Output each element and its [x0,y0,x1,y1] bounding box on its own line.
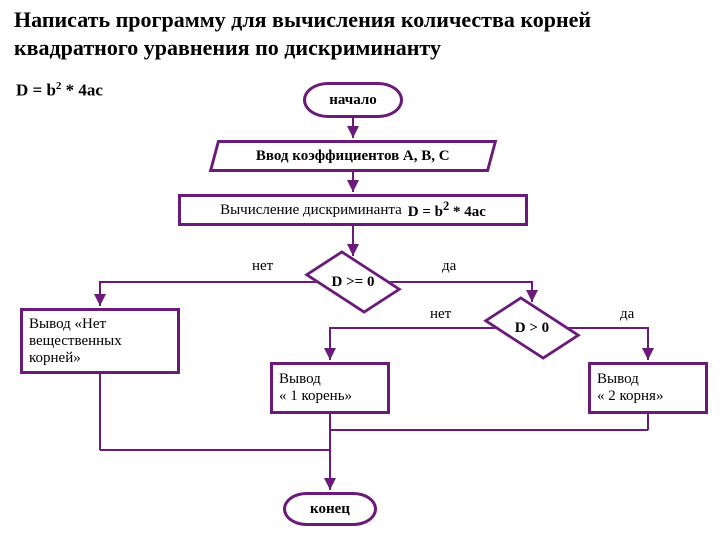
node-end: конец [283,492,377,526]
node-input-label: Ввод коэффициентов A, B, C [256,148,450,165]
node-out-none-label: Вывод «Нет вещественных корней» [29,316,171,367]
node-calc-text: Вычисление дискриминанта [220,202,402,219]
node-dec2-label: D > 0 [497,320,567,337]
node-out-one-label: Вывод « 1 корень» [279,371,352,405]
node-start-label: начало [329,92,377,109]
node-input: Ввод коэффициентов A, B, C [209,140,498,172]
node-end-label: конец [310,501,350,518]
node-out-two: Вывод « 2 корня» [588,362,708,414]
node-calc: Вычисление дискриминанта D = b2 * 4ac [178,194,528,226]
page-title: Написать программу для вычисления количе… [14,6,710,61]
node-start: начало [303,82,403,118]
node-out-one: Вывод « 1 корень» [270,362,390,414]
node-dec1-label: D >= 0 [318,274,388,291]
node-out-none: Вывод «Нет вещественных корней» [20,308,180,374]
dec2-no-label: нет [430,306,451,323]
node-calc-formula: D = b2 * 4ac [408,199,486,221]
dec1-no-label: нет [252,258,273,275]
dec2-yes-label: да [620,306,634,323]
formula-top: D = b2 * 4ac [16,80,103,101]
dec1-yes-label: да [442,258,456,275]
node-out-two-label: Вывод « 2 корня» [597,371,663,405]
